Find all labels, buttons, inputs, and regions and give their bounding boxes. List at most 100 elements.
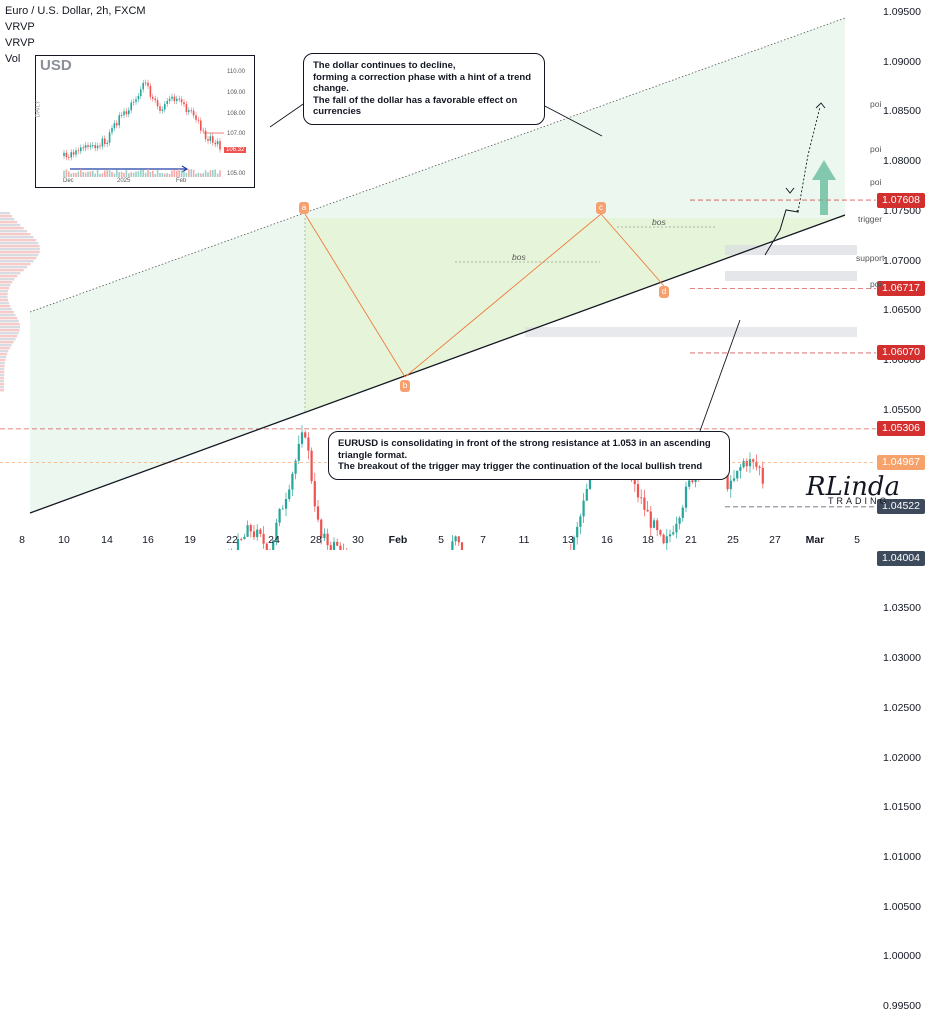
inset-candle-body [142,82,144,90]
volume-profile-bar [0,386,4,389]
inset-candle-body [149,85,152,97]
inset-candle-body [190,110,192,112]
inset-volume-bar [164,173,166,177]
candle-body [288,489,291,500]
inset-candle-body [166,100,168,104]
inset-candle-body [156,100,159,107]
candle-body [265,543,268,550]
volume-profile-bar [0,329,20,332]
inset-candle-body [104,138,106,145]
inset-candle-body [123,111,125,116]
volume-profile-bar [0,260,34,263]
volume-profile-bar [0,305,11,308]
price-tick: 1.06500 [883,304,921,317]
inset-volume-bar [180,170,183,177]
volume-profile-bar [0,377,4,380]
volume-profile-bar [0,350,9,353]
price-tick: 1.00500 [883,900,921,913]
inset-volume-bar [82,171,84,177]
candle-body [662,534,665,544]
inset-volume-bar [108,169,111,177]
note-eurusd-consolidation[interactable]: EURUSD is consolidating in front of the … [328,431,730,480]
inset-candle-body [70,152,72,158]
channel-upper-line [29,17,846,313]
candle-body [262,533,265,544]
volume-profile-bar [0,371,5,374]
inset-candle-body [87,145,89,147]
inset-volume-bar [106,170,108,177]
candle-body [758,466,761,468]
logo-text: RLinda [806,472,901,502]
inset-volume-bar [80,169,82,177]
inset-volume-bar [142,169,144,177]
indicator-vrvp-2[interactable]: VRVP [5,37,35,49]
volume-profile-bar [0,257,37,260]
volume-profile-bar [0,314,16,317]
inset-volume-bar [204,170,207,177]
price-tick: 1.08000 [883,155,921,168]
inset-candle-body [120,115,123,116]
time-tick: 25 [727,534,739,546]
time-tick: Mar [805,534,825,546]
inset-volume-bar [104,170,106,177]
inset-volume-bar [120,171,123,177]
candle-body [739,467,742,471]
inset-plot [63,79,224,177]
projection-arrowhead-1 [785,187,795,194]
candle-body [278,508,281,523]
volume-profile-bar [0,263,31,266]
candle-body [243,536,246,540]
candle-body [451,541,454,550]
indicator-vrvp-1[interactable]: VRVP [5,21,35,33]
inset-candle-body [209,136,212,141]
inset-candle-body [108,132,111,143]
logo-subtext: TRADING [828,496,890,506]
note-dollar-decline[interactable]: The dollar continues to decline, forming… [303,53,545,125]
inset-volume-bar [96,169,99,177]
inset-volume-bar [147,169,149,177]
inset-candle-body [197,119,200,121]
inset-volume-bar [149,171,152,177]
time-tick: 11 [518,534,530,546]
inset-volume-bar [202,173,204,177]
time-tick: 22 [226,534,238,546]
candle-body [646,509,649,512]
time-tick: 10 [58,534,70,546]
volume-profile-bar [0,254,39,257]
volume-profile-bar [0,317,18,320]
time-tick: Feb [388,534,408,546]
candle-body [259,529,262,534]
inset-volume-bar [161,172,164,177]
price-tick: 1.01500 [883,801,921,814]
candle-body [297,443,300,461]
volume-profile-bar [0,293,8,296]
candle-body [726,470,729,490]
candle-body [582,500,585,517]
candle-body [588,474,592,489]
inset-price-tag: 106.32 [224,147,247,153]
inset-volume-bar [190,169,192,177]
usd-inset-chart[interactable]: USD DAILY 110.00 109.00 108.00 107.00 10… [35,55,255,188]
inset-candle-body [164,103,166,110]
candle-body [672,532,675,535]
inset-candle-body [118,115,120,126]
volume-profile-bar [0,275,18,278]
inset-candle-body [84,145,87,149]
candle-body [678,517,681,524]
inset-volume-bar [65,169,68,177]
price-label: 1.05306 [877,421,925,437]
inset-volume-bar [188,169,190,177]
price-tick: 1.09500 [883,6,921,18]
symbol-title[interactable]: Euro / U.S. Dollar, 2h, FXCM [5,5,146,17]
inset-candle-body [135,99,137,102]
candle-body [252,531,256,538]
inset-volume-bar [137,171,140,177]
candle-body [281,508,284,510]
level-tag-trigger: trigger [858,214,883,224]
inset-tick-109: 109.00 [227,90,246,96]
candle-body [659,530,662,535]
point-a-label: a [299,202,309,214]
bos-label-2: bos [652,217,666,227]
volume-profile-bar [0,308,12,311]
indicator-vol[interactable]: Vol [5,53,21,65]
